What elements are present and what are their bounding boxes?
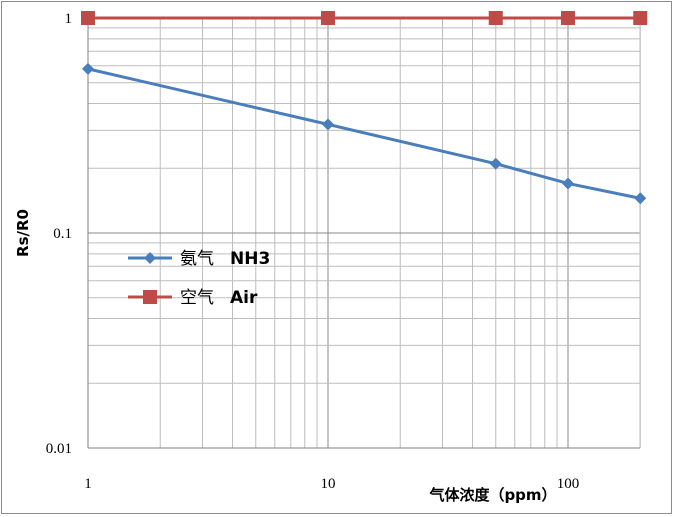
y-tick-label-0.01: 0.01 bbox=[46, 441, 72, 457]
series-layer bbox=[81, 11, 648, 205]
legend: 氨气 NH3 空气 Air bbox=[128, 249, 270, 308]
data-point-s1-1 bbox=[321, 11, 335, 25]
data-point-s0-4 bbox=[634, 192, 647, 205]
data-point-s0-0 bbox=[82, 62, 94, 75]
legend-label-nh3-cn: 氨气 bbox=[180, 249, 214, 269]
data-point-s1-0 bbox=[81, 11, 95, 25]
x-tick-label-10: 10 bbox=[321, 476, 336, 492]
legend-square-marker bbox=[143, 290, 157, 304]
y-tick-label-0.1: 0.1 bbox=[53, 226, 72, 242]
tick-labels: 0.01 0.1 1 1 10 100 bbox=[46, 11, 580, 492]
grid-lines bbox=[87, 17, 641, 449]
data-point-s0-3 bbox=[562, 177, 574, 190]
x-axis-title: 气体浓度（ppm） bbox=[428, 486, 556, 504]
legend-entry-air: 空气 Air bbox=[128, 288, 258, 308]
legend-label-air-en: Air bbox=[230, 288, 258, 308]
axes bbox=[87, 18, 640, 449]
legend-entry-nh3: 氨气 NH3 bbox=[128, 249, 270, 269]
x-tick-label-1: 1 bbox=[84, 476, 92, 492]
data-point-s0-1 bbox=[322, 118, 334, 131]
x-tick-label-100: 100 bbox=[557, 476, 580, 492]
y-axis-title: Rs/R0 bbox=[14, 209, 32, 257]
data-point-s0-2 bbox=[489, 157, 502, 170]
data-point-s1-2 bbox=[488, 11, 503, 25]
legend-diamond-marker bbox=[144, 252, 156, 264]
data-point-s1-4 bbox=[633, 11, 648, 25]
legend-label-air-cn: 空气 bbox=[180, 288, 214, 308]
legend-label-nh3-en: NH3 bbox=[230, 249, 270, 269]
y-tick-label-1: 1 bbox=[65, 11, 73, 27]
data-point-s1-3 bbox=[561, 11, 575, 25]
